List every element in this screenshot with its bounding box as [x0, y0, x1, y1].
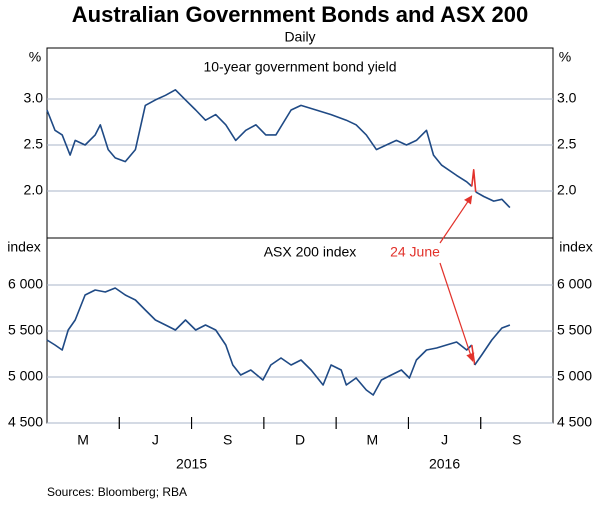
y-tick-label: 3.0: [24, 90, 44, 106]
x-tick-label: D: [295, 432, 305, 448]
y2-tick-label: 2.0: [557, 182, 577, 198]
year-label: 2016: [429, 456, 460, 472]
y2-unit: %: [559, 49, 571, 65]
panel-caption: ASX 200 index: [264, 244, 357, 260]
annotation-arrow: [439, 262, 475, 362]
series-line: [471, 344, 476, 366]
annotation-arrow: [439, 195, 473, 244]
series-line: [471, 169, 477, 192]
series-line: [474, 324, 511, 366]
y2-tick-label: 3.0: [557, 90, 577, 106]
y2-tick-label: 4 500: [557, 414, 592, 430]
chart-title: Australian Government Bonds and ASX 200: [72, 2, 528, 27]
y-tick-label: 6 000: [8, 276, 43, 292]
y-tick-label: 2.0: [24, 182, 44, 198]
plot-frame: [46, 47, 554, 424]
panel-caption: 10-year government bond yield: [203, 59, 396, 75]
x-tick-label: M: [366, 432, 378, 448]
y-tick-label: 2.5: [24, 136, 44, 152]
x-tick-label: J: [441, 432, 448, 448]
annotation: 24 June: [390, 244, 440, 260]
series-line: [46, 89, 473, 187]
year-label: 2015: [176, 456, 207, 472]
y-tick-label: 5 000: [8, 368, 43, 384]
y2-tick-label: 5 500: [557, 322, 592, 338]
y-tick-label: 4 500: [8, 414, 43, 430]
x-tick-label: M: [77, 432, 89, 448]
source-note: Sources: Bloomberg; RBA: [47, 485, 187, 499]
y2-unit: index: [559, 239, 592, 255]
chart-subtitle: Daily: [284, 29, 315, 45]
y-tick-label: 5 500: [8, 322, 43, 338]
y2-tick-label: 2.5: [557, 136, 577, 152]
series-line: [475, 191, 511, 209]
y2-tick-label: 6 000: [557, 276, 592, 292]
x-tick-label: S: [512, 432, 521, 448]
series-line: [46, 287, 473, 396]
y-unit: %: [29, 49, 41, 65]
y-unit: index: [7, 239, 40, 255]
x-tick-label: S: [223, 432, 232, 448]
x-tick-label: J: [152, 432, 159, 448]
y2-tick-label: 5 000: [557, 368, 592, 384]
